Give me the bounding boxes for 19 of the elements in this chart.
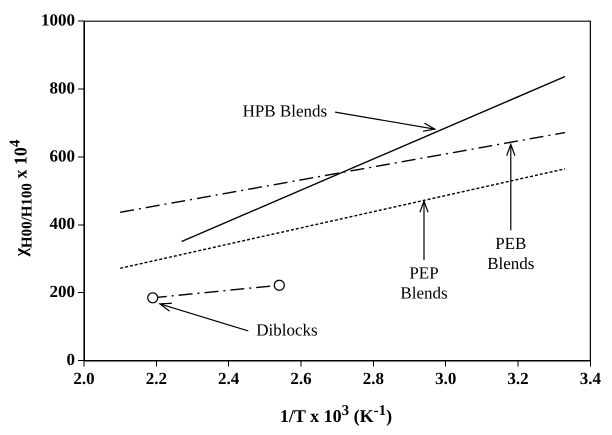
x-tick-label: 3.4: [580, 369, 602, 388]
annotation: Diblocks: [256, 320, 318, 340]
annotation: PEB Blends: [487, 234, 534, 273]
y-tick-label: 0: [66, 350, 75, 369]
annotation: PEP Blends: [400, 264, 448, 303]
x-axis-title: 1/T x 10$^{3}$ (K$^{-1}$): [278, 403, 394, 427]
y-tick-label: 1000: [41, 10, 75, 30]
x-tick-label: 2.2: [146, 369, 167, 388]
x-tick-label: 3.0: [435, 369, 456, 388]
x-tick-label: 2.0: [73, 369, 95, 388]
x-tick-label: 2.8: [362, 369, 384, 388]
y-tick-label: 400: [50, 214, 75, 234]
annotation: HPB Blends: [242, 102, 328, 121]
y-tick-label: 600: [50, 146, 75, 166]
y-tick-label: 200: [50, 282, 75, 302]
x-tick-label: 3.2: [507, 369, 529, 388]
x-tick-label: 2.6: [290, 369, 312, 388]
x-tick-label: 2.4: [218, 369, 240, 388]
y-tick-label: 800: [50, 78, 75, 98]
